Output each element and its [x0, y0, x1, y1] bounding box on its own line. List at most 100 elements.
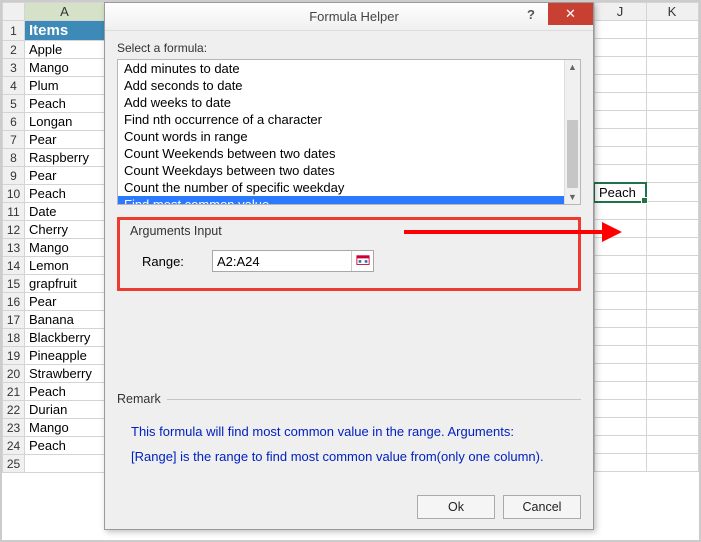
row-header[interactable]: 24: [3, 437, 25, 455]
cell[interactable]: Blackberry: [25, 329, 105, 347]
cell[interactable]: [646, 75, 698, 93]
scrollbar-thumb[interactable]: [567, 120, 578, 188]
cell[interactable]: [594, 382, 646, 400]
list-item[interactable]: Find nth occurrence of a character: [118, 111, 564, 128]
list-item[interactable]: Count words in range: [118, 128, 564, 145]
cell[interactable]: [594, 292, 646, 310]
cell[interactable]: [594, 39, 646, 57]
range-selector-button[interactable]: [351, 251, 373, 271]
cell[interactable]: Mango: [25, 239, 105, 257]
cell[interactable]: [646, 202, 698, 220]
row-header[interactable]: 2: [3, 41, 25, 59]
row-header[interactable]: 1: [3, 21, 25, 41]
row-header[interactable]: 17: [3, 311, 25, 329]
row-header[interactable]: 23: [3, 419, 25, 437]
row-header[interactable]: 19: [3, 347, 25, 365]
cell[interactable]: Mango: [25, 419, 105, 437]
cell[interactable]: [646, 220, 698, 238]
cell[interactable]: [594, 129, 646, 147]
cell[interactable]: [646, 256, 698, 274]
cell[interactable]: [646, 328, 698, 346]
list-item[interactable]: Count the number of specific weekday: [118, 179, 564, 196]
cell[interactable]: [646, 21, 698, 39]
cell[interactable]: [646, 382, 698, 400]
cell[interactable]: [594, 418, 646, 436]
list-item[interactable]: Add minutes to date: [118, 60, 564, 77]
row-header[interactable]: 22: [3, 401, 25, 419]
dialog-titlebar[interactable]: Formula Helper ? ✕: [105, 3, 593, 31]
select-all-corner[interactable]: [3, 3, 25, 21]
cell[interactable]: [646, 274, 698, 292]
close-button[interactable]: ✕: [548, 3, 593, 25]
row-header[interactable]: 18: [3, 329, 25, 347]
cell[interactable]: [594, 310, 646, 328]
row-header[interactable]: 25: [3, 455, 25, 473]
row-header[interactable]: 10: [3, 185, 25, 203]
cell[interactable]: Peach: [25, 95, 105, 113]
cell[interactable]: [646, 183, 698, 202]
range-input[interactable]: [213, 254, 351, 269]
cell[interactable]: Mango: [25, 59, 105, 77]
row-header[interactable]: 6: [3, 113, 25, 131]
row-header[interactable]: 5: [3, 95, 25, 113]
row-header[interactable]: 9: [3, 167, 25, 185]
cell[interactable]: Peach: [25, 437, 105, 455]
list-item[interactable]: Count Weekends between two dates: [118, 145, 564, 162]
cell[interactable]: Peach: [25, 383, 105, 401]
cell[interactable]: [646, 400, 698, 418]
row-header[interactable]: 11: [3, 203, 25, 221]
cell[interactable]: [594, 436, 646, 454]
cell[interactable]: Banana: [25, 311, 105, 329]
row-header[interactable]: 21: [3, 383, 25, 401]
cell[interactable]: Cherry: [25, 221, 105, 239]
cell[interactable]: Date: [25, 203, 105, 221]
cell[interactable]: [646, 39, 698, 57]
cell[interactable]: [594, 220, 646, 238]
cell[interactable]: [594, 202, 646, 220]
cell[interactable]: Raspberry: [25, 149, 105, 167]
formula-listbox[interactable]: Add minutes to date Add seconds to date …: [117, 59, 581, 205]
cell[interactable]: [594, 238, 646, 256]
cell[interactable]: [646, 436, 698, 454]
row-header[interactable]: 13: [3, 239, 25, 257]
cell[interactable]: Pear: [25, 131, 105, 149]
col-header-j[interactable]: J: [594, 3, 646, 21]
cell[interactable]: [646, 147, 698, 165]
cell[interactable]: Plum: [25, 77, 105, 95]
cell[interactable]: [594, 256, 646, 274]
cancel-button[interactable]: Cancel: [503, 495, 581, 519]
listbox-scrollbar[interactable]: [564, 60, 580, 204]
cell[interactable]: [594, 93, 646, 111]
row-header[interactable]: 12: [3, 221, 25, 239]
list-item[interactable]: Add seconds to date: [118, 77, 564, 94]
cell[interactable]: [646, 292, 698, 310]
row-header[interactable]: 3: [3, 59, 25, 77]
cell[interactable]: Durian: [25, 401, 105, 419]
cell[interactable]: [594, 328, 646, 346]
col-header-k[interactable]: K: [646, 3, 698, 21]
row-header[interactable]: 7: [3, 131, 25, 149]
items-header-cell[interactable]: Items: [25, 21, 105, 41]
list-item-selected[interactable]: Find most common value: [118, 196, 564, 204]
cell[interactable]: Strawberry: [25, 365, 105, 383]
row-header[interactable]: 4: [3, 77, 25, 95]
row-header[interactable]: 8: [3, 149, 25, 167]
cell[interactable]: [594, 364, 646, 382]
cell[interactable]: Peach: [25, 185, 105, 203]
result-cell[interactable]: Peach: [594, 183, 646, 202]
row-header[interactable]: 20: [3, 365, 25, 383]
cell[interactable]: [646, 93, 698, 111]
cell[interactable]: [594, 147, 646, 165]
cell[interactable]: Pear: [25, 293, 105, 311]
row-header[interactable]: 15: [3, 275, 25, 293]
cell[interactable]: [646, 111, 698, 129]
cell[interactable]: [646, 454, 698, 472]
cell[interactable]: [594, 21, 646, 39]
list-item[interactable]: Count Weekdays between two dates: [118, 162, 564, 179]
cell[interactable]: [25, 455, 105, 473]
cell[interactable]: [646, 310, 698, 328]
cell[interactable]: Apple: [25, 41, 105, 59]
cell[interactable]: [594, 75, 646, 93]
cell[interactable]: [646, 165, 698, 183]
cell[interactable]: Pineapple: [25, 347, 105, 365]
